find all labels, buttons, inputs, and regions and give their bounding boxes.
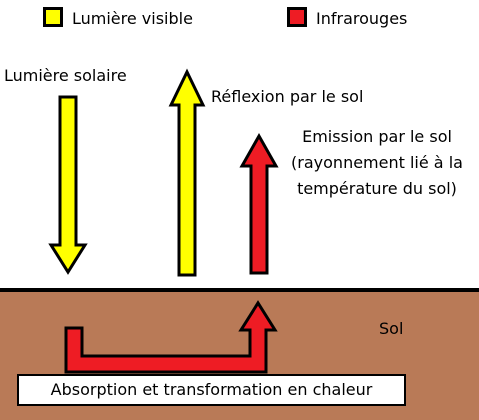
legend-infrared-swatch (287, 7, 307, 27)
absorption-arrow (64, 300, 278, 374)
emission-label: Emission par le sol (rayonnement lié à l… (275, 124, 479, 202)
soil-label: Sol (379, 319, 404, 338)
sunlight-arrow (48, 95, 88, 275)
emission-label-line-2: (rayonnement lié à la (291, 153, 463, 172)
legend-visible-swatch (43, 7, 63, 27)
sunlight-label: Lumière solaire (4, 66, 127, 85)
absorption-label: Absorption et transformation en chaleur (17, 374, 406, 406)
legend-infrared-label: Infrarouges (316, 9, 408, 28)
reflection-arrow (168, 68, 206, 277)
emission-label-line-3: température du sol) (297, 179, 457, 198)
reflection-label: Réflexion par le sol (211, 87, 364, 106)
legend-visible-label: Lumière visible (72, 9, 193, 28)
emission-label-line-1: Emission par le sol (302, 127, 452, 146)
emission-arrow (239, 132, 279, 275)
